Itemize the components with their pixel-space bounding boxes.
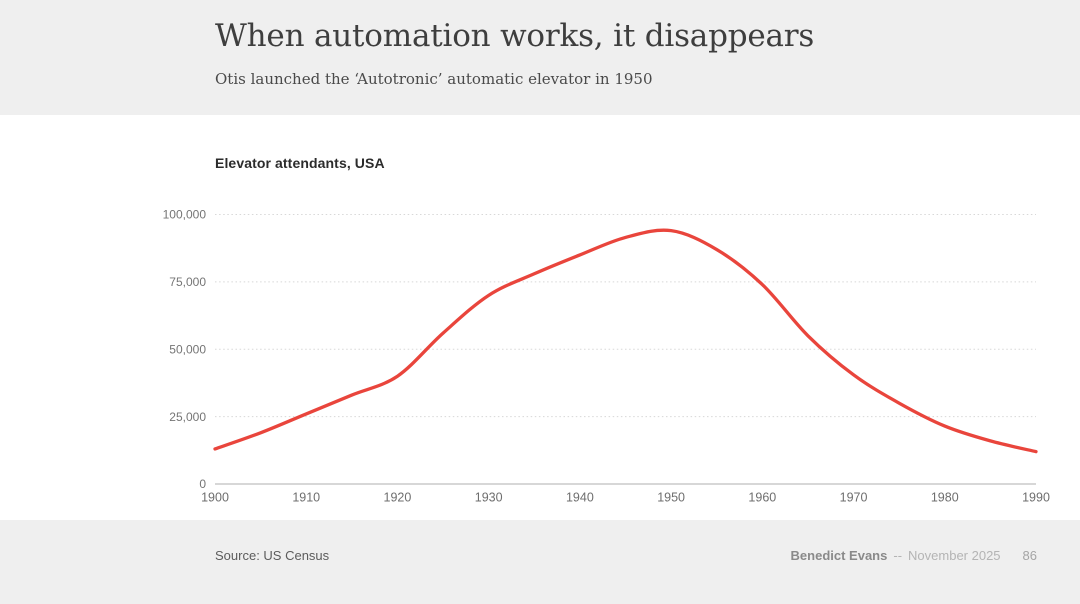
y-axis-tick-label: 25,000	[169, 410, 206, 424]
slide-header: When automation works, it disappears Oti…	[0, 0, 1080, 115]
y-axis-tick-label: 75,000	[169, 275, 206, 289]
credit-line: Benedict Evans -- November 2025 86	[791, 548, 1037, 563]
x-axis-tick-label: 1980	[931, 491, 959, 505]
data-series-line	[213, 228, 1038, 454]
x-axis-tick-label: 1910	[292, 491, 320, 505]
credit-dash: --	[893, 548, 903, 563]
x-axis-tick-label: 1920	[384, 491, 412, 505]
x-axis-tick-label: 1960	[748, 491, 776, 505]
slide-title: When automation works, it disappears	[215, 18, 815, 54]
x-axis-tick-label: 1990	[1022, 491, 1050, 505]
page-number: 86	[1022, 548, 1037, 563]
x-axis-tick-label: 1940	[566, 491, 594, 505]
slide-subtitle: Otis launched the ‘Autotronic’ automatic…	[215, 70, 653, 88]
chart-title: Elevator attendants, USA	[215, 155, 385, 171]
source-note: Source: US Census	[215, 548, 330, 563]
y-axis-tick-label: 50,000	[169, 342, 206, 356]
x-axis-tick-label: 1930	[475, 491, 503, 505]
author-name: Benedict Evans	[790, 548, 888, 563]
y-axis-tick-label: 0	[199, 477, 206, 491]
x-axis-tick-label: 1970	[840, 491, 868, 505]
x-axis-tick-label: 1950	[657, 491, 685, 505]
y-axis-tick-label: 100,000	[163, 208, 207, 222]
slide-date: November 2025	[908, 548, 1001, 563]
slide-footer: Source: US Census Benedict Evans -- Nove…	[0, 520, 1080, 604]
x-axis-tick-label: 1900	[201, 491, 229, 505]
